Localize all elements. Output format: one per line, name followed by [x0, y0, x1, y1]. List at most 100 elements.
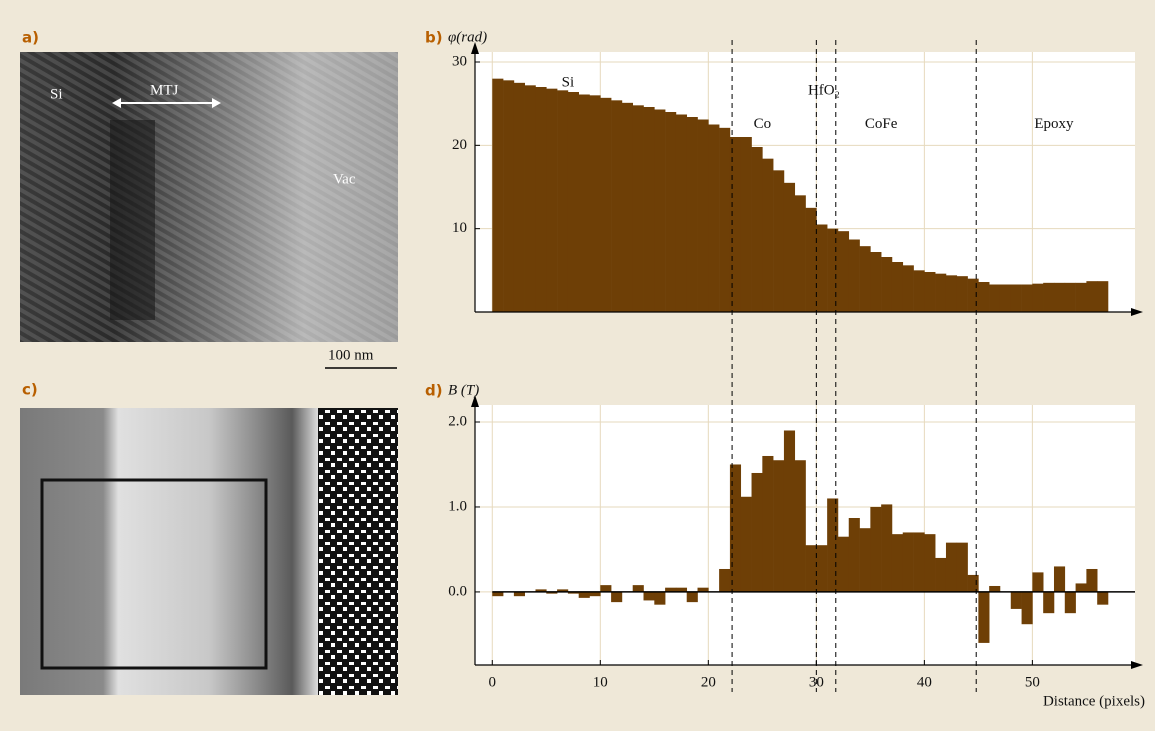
- bar: [924, 534, 936, 592]
- bar: [578, 591, 590, 598]
- bar: [1075, 583, 1087, 592]
- bar: [1032, 283, 1044, 312]
- bar: [557, 90, 569, 312]
- bar: [589, 95, 601, 312]
- bar: [837, 536, 850, 592]
- bar: [611, 591, 623, 603]
- bar: [1064, 282, 1076, 312]
- bar: [1064, 591, 1076, 614]
- bar: [805, 545, 817, 592]
- y-tick-label: 1.0: [448, 498, 467, 514]
- annotation: MTJ: [150, 82, 179, 98]
- bar: [740, 137, 752, 312]
- region-label: CoFe: [865, 116, 898, 132]
- bar: [632, 585, 644, 592]
- x-tick-label: 10: [593, 674, 608, 690]
- bar: [567, 92, 579, 312]
- bar: [600, 585, 612, 592]
- region-label: Epoxy: [1034, 116, 1074, 132]
- y-axis-arrow: [471, 395, 479, 407]
- bar: [1097, 281, 1109, 312]
- y-axis-label: φ(rad): [448, 29, 487, 45]
- bar: [999, 284, 1012, 312]
- y-tick-label: 0.0: [448, 583, 467, 599]
- bar: [945, 275, 958, 312]
- speckle-region: [318, 408, 398, 695]
- bar: [719, 127, 731, 312]
- bar: [1010, 591, 1022, 609]
- bar: [783, 430, 796, 592]
- bar: [935, 273, 947, 312]
- y-tick-label: 20: [452, 137, 467, 153]
- bar: [513, 591, 525, 597]
- bar: [794, 195, 806, 312]
- annotation: Si: [50, 86, 63, 102]
- bar: [611, 100, 623, 312]
- bar: [762, 455, 774, 592]
- bar: [837, 231, 850, 312]
- x-axis-label: Distance (pixels): [1043, 693, 1145, 709]
- bar: [686, 591, 698, 603]
- bar: [967, 574, 979, 592]
- bar: [924, 272, 936, 312]
- bar: [762, 158, 774, 312]
- bar: [600, 97, 612, 312]
- y-tick-label: 2.0: [448, 413, 467, 429]
- bar: [751, 472, 763, 592]
- mtj-layer: [110, 120, 155, 320]
- bar: [783, 182, 796, 312]
- bar: [902, 265, 914, 312]
- bar: [729, 464, 742, 592]
- bar: [1086, 281, 1098, 312]
- bar: [492, 78, 504, 313]
- x-tick-label: 0: [489, 674, 497, 690]
- bar: [567, 591, 579, 594]
- bar: [956, 542, 968, 592]
- bar: [729, 137, 742, 312]
- bar: [708, 124, 720, 312]
- bar: [546, 591, 558, 594]
- bar: [513, 82, 525, 312]
- panel-label: d): [425, 382, 443, 400]
- bar: [773, 170, 785, 312]
- bar: [978, 282, 990, 312]
- bar: [654, 109, 666, 312]
- bar: [978, 591, 990, 643]
- bar: [870, 252, 882, 312]
- bar: [686, 117, 698, 312]
- bar: [492, 591, 504, 597]
- bar: [535, 589, 547, 592]
- lattice-fringes: [20, 52, 398, 342]
- bar: [557, 589, 569, 592]
- bar: [654, 591, 666, 605]
- bar: [578, 94, 590, 312]
- x-tick-label: 40: [917, 674, 932, 690]
- bar: [1021, 591, 1033, 625]
- bar: [1032, 572, 1044, 592]
- bar: [524, 85, 536, 312]
- bar: [675, 114, 688, 312]
- bar: [621, 102, 634, 312]
- bar: [1053, 282, 1066, 312]
- bar: [848, 518, 860, 592]
- bar: [805, 207, 817, 312]
- bar: [740, 496, 752, 592]
- bar: [881, 257, 893, 312]
- x-axis-arrow: [1131, 661, 1143, 669]
- bar: [1075, 282, 1087, 312]
- selection-box: [40, 478, 268, 670]
- bar: [546, 88, 558, 313]
- bar: [989, 585, 1001, 592]
- bar: [1043, 591, 1055, 614]
- x-tick-label: 50: [1025, 674, 1040, 690]
- bar: [870, 506, 882, 592]
- x-axis-arrow: [1131, 308, 1143, 316]
- bar: [1097, 591, 1109, 605]
- region-label: HfO₂: [808, 83, 840, 99]
- bar: [794, 460, 806, 592]
- bar: [913, 532, 925, 592]
- bar: [773, 460, 785, 592]
- x-tick-label: 20: [701, 674, 716, 690]
